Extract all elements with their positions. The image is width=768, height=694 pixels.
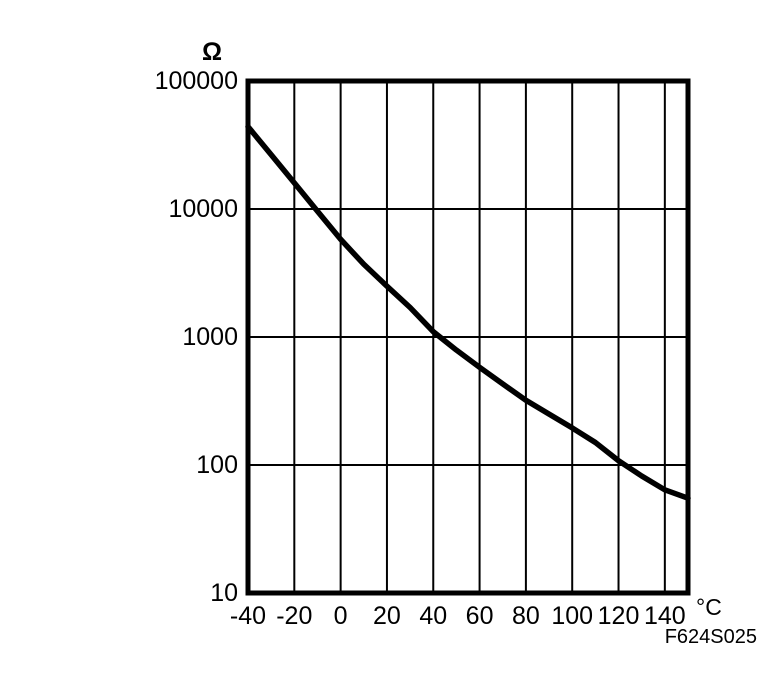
x-tick-label: 140 <box>643 602 686 630</box>
x-tick-label: 80 <box>511 602 540 630</box>
x-tick-label: 100 <box>551 602 594 630</box>
figure-code-label: F624S025 <box>664 626 757 648</box>
x-tick-label: 20 <box>373 602 401 630</box>
y-tick-label: 10 <box>210 579 238 607</box>
x-tick-label: 40 <box>419 602 448 630</box>
resistance-curve <box>245 123 691 501</box>
x-tick-label: 60 <box>465 602 494 630</box>
x-tick-label: 120 <box>597 602 640 630</box>
x-tick-label: -40 <box>229 602 267 630</box>
x-tick-label: -20 <box>276 602 313 630</box>
x-tick-label: 0 <box>333 602 348 630</box>
plot-border <box>245 78 691 596</box>
y-tick-label: 100 <box>196 451 238 479</box>
y-tick-label: 1000 <box>182 323 238 351</box>
y-tick-label: 100000 <box>154 67 238 95</box>
x-axis-unit-label: °C <box>696 594 722 620</box>
y-tick-label: 10000 <box>168 195 238 223</box>
y-axis-unit-label: Ω <box>201 38 223 66</box>
